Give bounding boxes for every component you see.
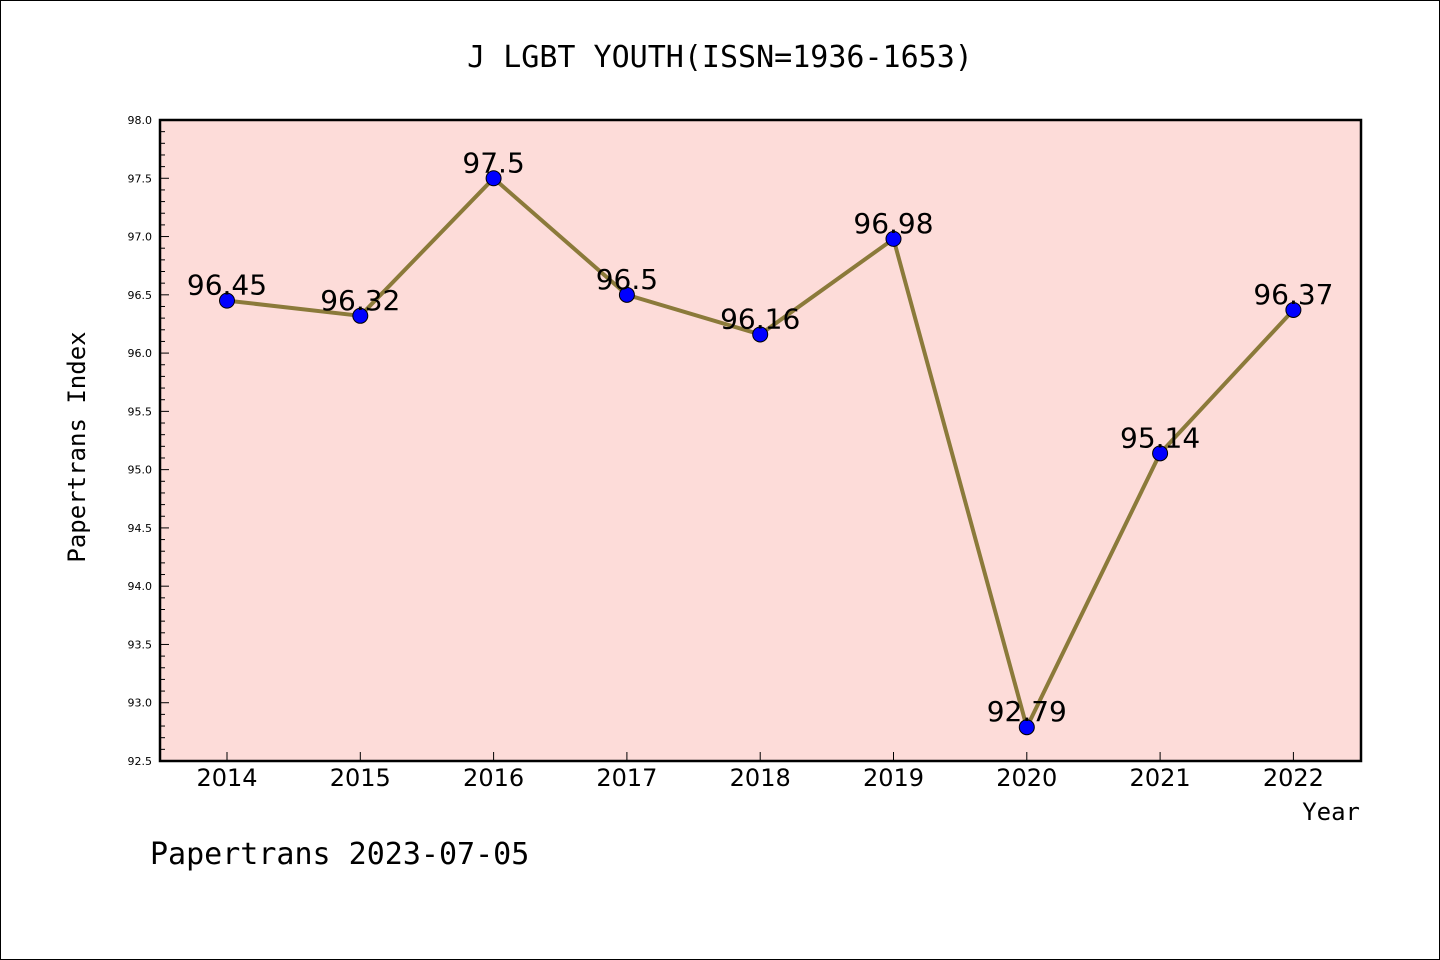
y-tick-label: 94.0 xyxy=(128,580,153,593)
x-tick-label: 2020 xyxy=(996,764,1057,792)
data-point xyxy=(485,170,502,187)
x-tick-label: 2016 xyxy=(463,764,524,792)
x-tick-label: 2017 xyxy=(596,764,657,792)
data-labels: 96.45 96.32 97.5 96.5 96.16 96.98 92.79 95.14 96… xyxy=(187,146,1334,728)
data-label: 95.14 xyxy=(1120,421,1200,454)
data-point xyxy=(885,230,902,247)
y-axis-title: Papertrans Index xyxy=(63,331,91,562)
data-point xyxy=(352,307,369,324)
data-point xyxy=(1285,301,1302,318)
y-tick-label: 93.0 xyxy=(128,697,153,710)
y-axis: 92.5 93.0 93.5 94.0 94.5 95.0 95.5 96.0 96.5 97.0… xyxy=(128,114,169,768)
data-point xyxy=(618,286,635,303)
data-label: 96.45 xyxy=(187,269,267,302)
y-tick-label: 94.5 xyxy=(128,522,153,535)
y-tick-label: 98.0 xyxy=(128,114,153,127)
x-axis-title: Year xyxy=(1302,798,1360,826)
y-tick-label: 96.0 xyxy=(128,347,153,360)
plot-area xyxy=(160,120,1361,761)
y-tick-label: 97.5 xyxy=(128,172,153,185)
x-tick-label: 2018 xyxy=(730,764,791,792)
x-tick-label: 2021 xyxy=(1130,764,1191,792)
data-point xyxy=(752,326,769,343)
data-label: 92.79 xyxy=(987,695,1067,728)
chart-title: J LGBT YOUTH(ISSN=1936-1653) xyxy=(467,40,973,75)
markers xyxy=(219,170,1302,736)
x-tick-label: 2022 xyxy=(1263,764,1324,792)
data-point xyxy=(219,292,235,309)
data-label: 96.32 xyxy=(320,284,400,317)
data-point xyxy=(1152,445,1169,462)
plot-border xyxy=(158,118,1363,763)
x-tick-label: 2014 xyxy=(196,764,257,792)
x-axis: 2014 2015 2016 2017 2018 2019 2020 2021 2022 xyxy=(196,752,1324,792)
x-tick-label: 2015 xyxy=(330,764,391,792)
y-tick-label: 92.5 xyxy=(128,755,153,768)
footer-text: Papertrans 2023-07-05 xyxy=(150,837,529,872)
y-tick-label: 95.0 xyxy=(128,464,153,477)
data-point xyxy=(1018,719,1035,736)
data-label: 97.5 xyxy=(462,146,524,179)
data-label: 96.37 xyxy=(1253,278,1333,311)
data-label: 96.16 xyxy=(720,302,800,335)
y-tick-label: 96.5 xyxy=(128,289,153,302)
x-tick-label: 2019 xyxy=(863,764,924,792)
y-tick-label: 93.5 xyxy=(128,638,153,651)
y-tick-label: 95.5 xyxy=(128,405,153,418)
data-label: 96.98 xyxy=(853,207,933,240)
y-tick-label: 97.0 xyxy=(128,231,153,244)
data-label: 96.5 xyxy=(596,263,658,296)
